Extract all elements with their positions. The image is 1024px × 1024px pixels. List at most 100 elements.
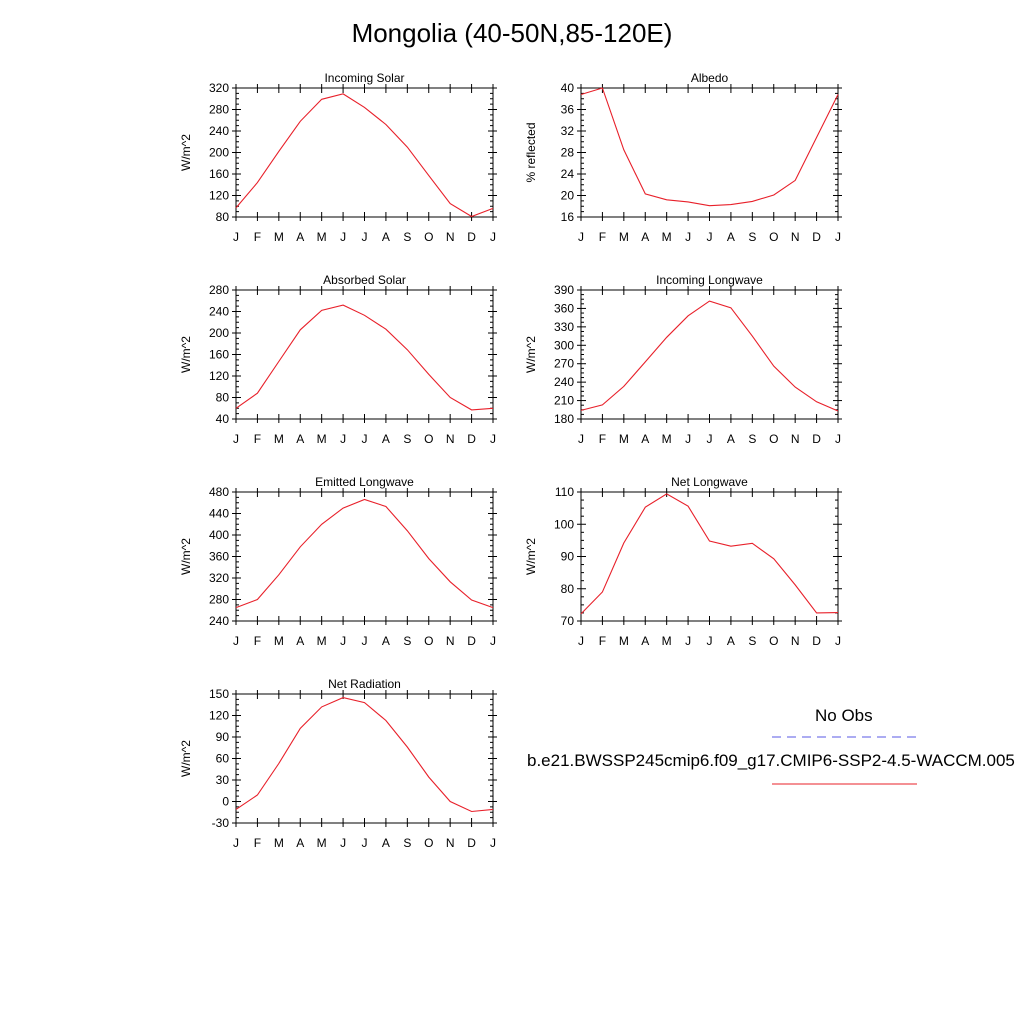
y-axis-label: W/m^2: [179, 336, 193, 373]
series-line-1: [235, 697, 494, 813]
legend-obs-label: No Obs: [815, 706, 873, 725]
x-tick-label: J: [233, 230, 239, 244]
series-line-1: [235, 93, 494, 218]
plot-frame: [580, 289, 839, 420]
x-tick-label: O: [424, 230, 433, 244]
x-tick-label: J: [233, 432, 239, 446]
panel-title: Incoming Longwave: [656, 273, 763, 287]
x-tick-label: O: [769, 230, 778, 244]
y-tick-label: 80: [561, 582, 575, 596]
x-tick-label: F: [599, 634, 606, 648]
x-tick-label: J: [707, 634, 713, 648]
y-tick-label: -30: [212, 816, 230, 830]
x-tick-label: M: [662, 230, 672, 244]
x-tick-label: M: [274, 230, 284, 244]
y-tick-label: 40: [561, 81, 575, 95]
plot-frame: [580, 87, 839, 218]
x-tick-label: F: [254, 230, 261, 244]
series-line-1: [580, 493, 839, 615]
x-tick-label: M: [662, 432, 672, 446]
x-tick-label: M: [274, 432, 284, 446]
y-tick-label: 80: [216, 210, 230, 224]
y-tick-label: 360: [209, 550, 229, 564]
y-tick-label: 110: [555, 485, 574, 499]
y-axis-label: W/m^2: [524, 336, 538, 373]
x-tick-label: J: [490, 634, 496, 648]
x-tick-label: S: [748, 432, 756, 446]
y-tick-label: 330: [554, 320, 574, 334]
series-line-1: [580, 300, 839, 412]
x-tick-label: J: [362, 836, 368, 850]
y-tick-label: 90: [561, 550, 575, 564]
x-tick-label: M: [619, 432, 629, 446]
x-tick-label: J: [362, 432, 368, 446]
y-tick-label: 120: [209, 369, 229, 383]
x-tick-label: O: [424, 634, 433, 648]
y-tick-label: 90: [216, 730, 230, 744]
y-tick-label: 80: [216, 391, 230, 405]
x-tick-label: S: [748, 230, 756, 244]
x-tick-label: A: [382, 836, 390, 850]
y-tick-label: 28: [561, 146, 575, 160]
x-tick-label: F: [254, 432, 261, 446]
x-tick-label: J: [835, 432, 841, 446]
x-tick-label: M: [662, 634, 672, 648]
x-tick-label: J: [578, 634, 584, 648]
y-tick-label: 320: [209, 81, 229, 95]
x-tick-label: J: [490, 432, 496, 446]
y-axis-label: W/m^2: [179, 538, 193, 575]
x-tick-label: D: [812, 634, 821, 648]
x-tick-label: A: [641, 432, 649, 446]
x-tick-label: A: [296, 836, 304, 850]
x-tick-label: J: [362, 634, 368, 648]
x-tick-label: S: [403, 634, 411, 648]
y-tick-label: 440: [209, 507, 229, 521]
y-tick-label: 240: [209, 614, 229, 628]
x-tick-label: O: [769, 634, 778, 648]
y-tick-label: 360: [554, 301, 574, 315]
x-tick-label: J: [340, 836, 346, 850]
x-tick-label: A: [382, 432, 390, 446]
panel-title: Net Radiation: [328, 677, 401, 691]
series-line-1: [235, 498, 494, 609]
x-tick-label: N: [446, 432, 455, 446]
x-tick-label: A: [382, 634, 390, 648]
x-tick-label: F: [599, 432, 606, 446]
y-tick-label: 280: [209, 103, 229, 117]
y-tick-label: 120: [209, 709, 229, 723]
panel-title: Albedo: [691, 71, 729, 85]
y-axis-label: W/m^2: [524, 538, 538, 575]
y-tick-label: 160: [209, 348, 229, 362]
x-tick-label: M: [317, 230, 327, 244]
y-tick-label: 60: [216, 752, 230, 766]
x-tick-label: J: [685, 432, 691, 446]
y-tick-label: 300: [554, 338, 574, 352]
y-tick-label: 100: [554, 517, 574, 531]
y-tick-label: 40: [216, 412, 230, 426]
y-tick-label: 120: [209, 189, 229, 203]
x-tick-label: M: [317, 432, 327, 446]
x-tick-label: J: [835, 634, 841, 648]
y-axis-label: W/m^2: [179, 740, 193, 777]
y-tick-label: 32: [561, 124, 575, 138]
x-tick-label: J: [578, 432, 584, 446]
x-tick-label: J: [490, 230, 496, 244]
y-tick-label: 480: [209, 485, 229, 499]
y-tick-label: 280: [209, 593, 229, 607]
y-tick-label: 390: [554, 283, 574, 297]
y-tick-label: 30: [216, 773, 230, 787]
plot-frame: [235, 491, 494, 622]
panel-title: Net Longwave: [671, 475, 748, 489]
x-tick-label: M: [274, 634, 284, 648]
x-tick-label: D: [467, 432, 476, 446]
y-tick-label: 24: [561, 167, 575, 181]
x-tick-label: A: [641, 230, 649, 244]
y-tick-label: 150: [209, 687, 229, 701]
x-tick-label: O: [424, 836, 433, 850]
y-tick-label: 70: [561, 614, 575, 628]
